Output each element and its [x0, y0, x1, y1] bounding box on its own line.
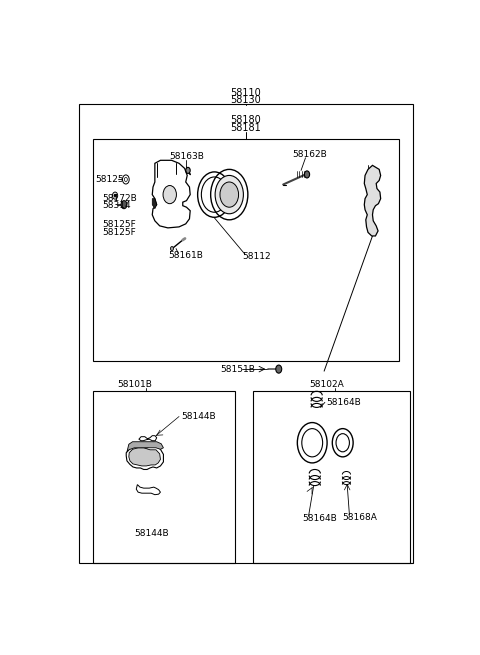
- Circle shape: [186, 168, 190, 174]
- Text: 58168A: 58168A: [343, 513, 378, 522]
- Text: 58164B: 58164B: [302, 514, 336, 523]
- Text: 58161B: 58161B: [168, 251, 203, 259]
- Circle shape: [170, 246, 173, 251]
- Text: 58172B: 58172B: [103, 194, 138, 203]
- Text: 58181: 58181: [230, 123, 262, 133]
- Text: 58102A: 58102A: [309, 381, 344, 389]
- Text: 58101B: 58101B: [118, 381, 153, 389]
- Text: 58314: 58314: [103, 201, 132, 210]
- Polygon shape: [152, 198, 156, 209]
- Text: 58125F: 58125F: [103, 228, 136, 237]
- Bar: [94, 139, 398, 361]
- Text: 58151B: 58151B: [220, 365, 255, 373]
- Circle shape: [215, 176, 243, 214]
- Circle shape: [276, 365, 282, 373]
- Text: 58144B: 58144B: [181, 412, 216, 421]
- Text: 58130: 58130: [230, 95, 262, 105]
- Text: 58144B: 58144B: [134, 529, 169, 538]
- Circle shape: [163, 185, 177, 204]
- Text: 58180: 58180: [230, 115, 262, 125]
- Text: 58163B: 58163B: [170, 152, 204, 161]
- Text: 58125: 58125: [96, 175, 124, 184]
- Circle shape: [121, 200, 127, 209]
- Text: 58125F: 58125F: [103, 220, 136, 229]
- Circle shape: [220, 182, 239, 207]
- Text: 58164B: 58164B: [326, 398, 361, 407]
- Polygon shape: [127, 441, 163, 452]
- Text: 58162B: 58162B: [292, 150, 327, 159]
- Text: 58112: 58112: [242, 252, 271, 261]
- Polygon shape: [364, 165, 381, 236]
- Text: 58110: 58110: [230, 88, 262, 98]
- Circle shape: [304, 171, 310, 178]
- Bar: [94, 391, 235, 563]
- Bar: [253, 391, 409, 563]
- Circle shape: [114, 194, 116, 197]
- Polygon shape: [129, 448, 160, 466]
